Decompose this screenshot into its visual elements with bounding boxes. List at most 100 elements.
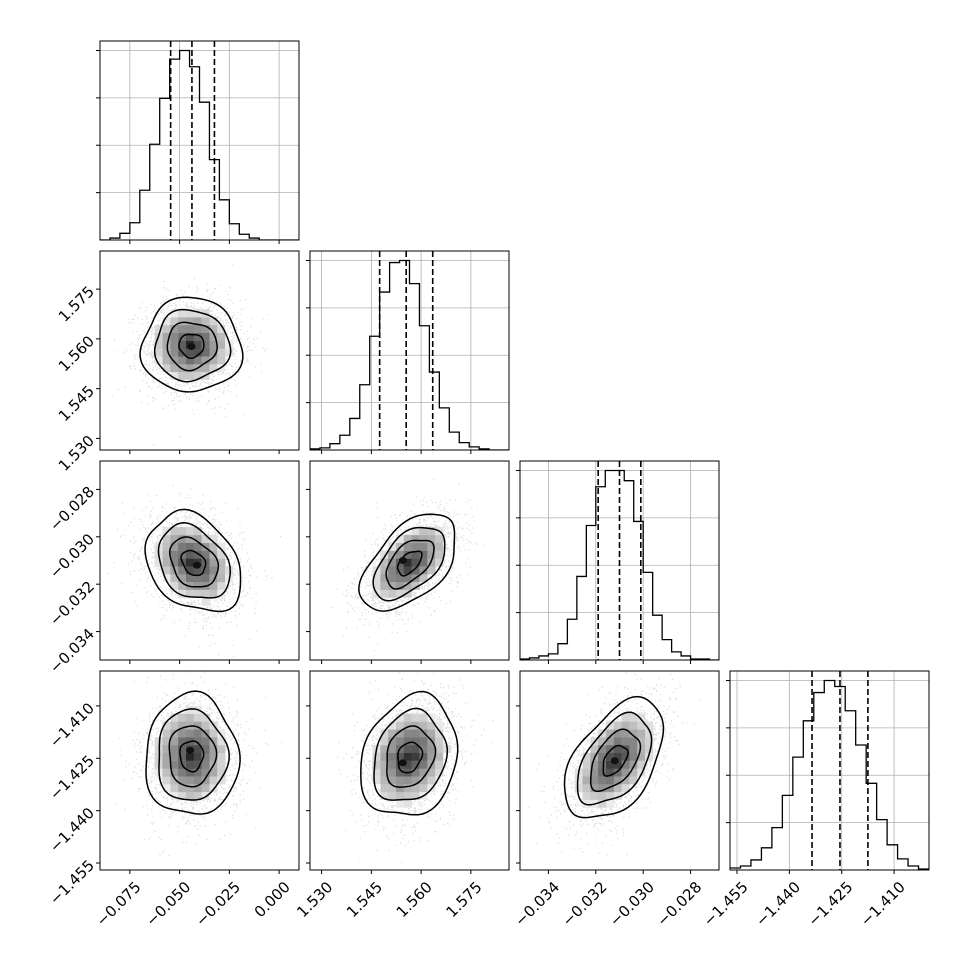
density-cell <box>193 550 202 559</box>
density-cell <box>193 527 202 536</box>
density-cell <box>170 760 179 769</box>
density-cell <box>427 550 436 559</box>
density-cell <box>613 760 622 769</box>
density-cell <box>178 542 187 551</box>
density-cell <box>209 744 218 753</box>
diag-panel-3 <box>726 670 930 874</box>
density-cell <box>613 737 622 746</box>
density-cell <box>637 729 646 738</box>
density-cell <box>403 558 412 567</box>
density-cell <box>380 776 389 785</box>
x-tick-label: 1.560 <box>393 878 436 921</box>
density-cell <box>435 534 444 543</box>
density-cell <box>582 760 591 769</box>
density-cell <box>637 721 646 730</box>
density-cell <box>590 744 599 753</box>
density-cell <box>388 558 397 567</box>
contour-1 <box>166 321 218 372</box>
density-cell <box>217 744 226 753</box>
density-cell <box>170 768 179 777</box>
density-cell <box>201 534 210 543</box>
y-tick-label: −1.440 <box>46 804 98 856</box>
density-cell <box>419 744 428 753</box>
pair-panel-0-2 <box>96 460 300 664</box>
density-cell <box>629 776 638 785</box>
x-tick-label: −1.455 <box>700 878 752 930</box>
density-cell <box>427 534 436 543</box>
density-cell <box>613 744 622 753</box>
density-cell <box>201 752 210 761</box>
density-cell <box>154 348 163 357</box>
density-cell <box>186 364 195 373</box>
panel-frame <box>519 460 720 661</box>
density-cell <box>645 737 654 746</box>
density-cell <box>574 776 583 785</box>
density-cell <box>186 324 195 333</box>
density-cell <box>435 752 444 761</box>
density-cell <box>201 784 210 793</box>
density-cell <box>598 791 607 800</box>
density-cell <box>186 566 195 575</box>
density-cell <box>193 760 202 769</box>
peak-marker <box>398 557 407 564</box>
density-cell <box>193 356 202 365</box>
peak-marker <box>610 757 619 765</box>
density-cell <box>629 721 638 730</box>
density-cell <box>380 737 389 746</box>
density-cell <box>403 550 412 559</box>
density-cell <box>411 713 420 722</box>
density-cell <box>193 791 202 800</box>
density-cell <box>201 713 210 722</box>
density-cell <box>170 744 179 753</box>
density-cell <box>217 324 226 333</box>
density-cell <box>154 324 163 333</box>
panel-frame <box>99 250 300 451</box>
density-cell <box>186 534 195 543</box>
density-cell <box>598 744 607 753</box>
density-cell <box>372 768 381 777</box>
density-cell <box>419 558 428 567</box>
density-cell <box>435 550 444 559</box>
density-cell <box>590 776 599 785</box>
density-cell <box>178 317 187 326</box>
density-cell <box>170 558 179 567</box>
density-cell <box>178 356 187 365</box>
density-cell <box>201 340 210 349</box>
density-cell <box>396 791 405 800</box>
x-tick-label: −0.050 <box>142 878 194 930</box>
density-cell <box>411 566 420 575</box>
density-cell <box>186 791 195 800</box>
density-cell <box>372 752 381 761</box>
density-cell <box>170 534 179 543</box>
density-cell <box>178 581 187 590</box>
density-cell <box>403 784 412 793</box>
histogram-1 <box>310 259 509 450</box>
density-cell <box>380 550 389 559</box>
peak-marker <box>186 746 195 754</box>
density-cell <box>574 784 583 793</box>
density-cell <box>193 371 202 380</box>
density-cell <box>606 737 615 746</box>
density-cell <box>178 776 187 785</box>
density-cell <box>201 744 210 753</box>
density-cell <box>217 760 226 769</box>
density-cell <box>162 776 171 785</box>
pair-panel-0-3 <box>96 670 300 874</box>
density-cell <box>186 317 195 326</box>
density-cell <box>388 566 397 575</box>
contour-0 <box>602 744 629 777</box>
density-cell <box>427 527 436 536</box>
density-cell <box>613 752 622 761</box>
density-cell <box>380 768 389 777</box>
contour-3 <box>358 513 456 612</box>
density-cell <box>637 760 646 769</box>
density-cell <box>606 721 615 730</box>
density-cell <box>411 791 420 800</box>
density-cell <box>411 776 420 785</box>
pair-content <box>107 485 282 658</box>
density-cell <box>178 729 187 738</box>
density-cell <box>396 776 405 785</box>
density-cell <box>170 776 179 785</box>
density-cell <box>396 729 405 738</box>
x-tick-label: 1.530 <box>293 878 336 921</box>
